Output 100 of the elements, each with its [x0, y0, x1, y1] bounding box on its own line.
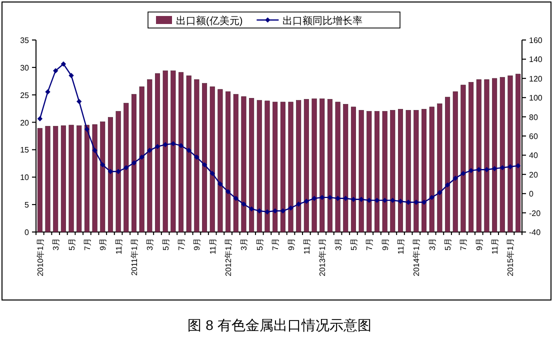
bar — [162, 70, 168, 232]
bar — [202, 83, 208, 232]
bar — [194, 79, 200, 232]
y-tick-label: 10 — [20, 173, 30, 182]
bar — [155, 73, 160, 232]
x-tick-label: 5月 — [444, 238, 453, 250]
bar — [170, 70, 176, 232]
x-tick-label: 11月 — [396, 238, 406, 254]
bar — [210, 86, 215, 232]
legend-label: 出口额(亿美元) — [176, 15, 243, 27]
bar — [437, 103, 442, 232]
bar — [398, 108, 403, 232]
bar — [414, 110, 419, 232]
bar — [226, 91, 231, 232]
y-tick-label: 15 — [20, 146, 30, 155]
bar — [343, 104, 348, 232]
bar — [233, 94, 238, 232]
bar — [53, 126, 58, 232]
bar — [508, 76, 513, 232]
x-tick-label: 9月 — [192, 238, 202, 250]
bar — [76, 125, 82, 232]
bar — [272, 102, 278, 232]
bar — [374, 111, 380, 232]
bar — [178, 72, 184, 232]
bar — [422, 108, 427, 232]
bar — [445, 96, 450, 232]
bar — [320, 98, 325, 232]
bar — [264, 100, 270, 232]
y-tick-label: 25 — [20, 90, 30, 100]
x-tick-label: 5月 — [161, 238, 170, 250]
x-tick-label: 5月 — [255, 238, 264, 250]
bar — [460, 84, 466, 232]
x-tick-label: 2011年1月 — [130, 238, 139, 276]
bar — [241, 96, 246, 232]
y2-tick-label: 60 — [529, 132, 538, 141]
y-tick-label: 30 — [20, 63, 30, 72]
y2-tick-label: 20 — [529, 170, 538, 180]
x-tick-label: 5月 — [349, 238, 358, 250]
bar — [45, 126, 50, 232]
y2-tick-label: 160 — [529, 36, 543, 45]
bar — [60, 125, 66, 232]
y2-tick-label: 140 — [529, 55, 543, 64]
bar — [452, 91, 458, 232]
x-tick-label: 3月 — [334, 238, 343, 250]
y-tick-label: 0 — [24, 228, 30, 237]
y2-tick-label: 80 — [529, 112, 538, 122]
x-tick-label: 9月 — [474, 238, 484, 250]
bar — [484, 79, 490, 232]
bar — [476, 79, 482, 232]
bar — [350, 106, 356, 232]
y2-tick-label: 40 — [529, 151, 538, 160]
x-tick-label: 3月 — [240, 238, 249, 250]
bar — [218, 89, 223, 232]
bar — [429, 106, 434, 232]
bar — [186, 76, 192, 232]
x-tick-label: 2015年1月 — [506, 238, 516, 276]
bar — [116, 111, 121, 232]
bar — [108, 117, 113, 232]
x-tick-label: 2013年1月 — [318, 238, 328, 276]
x-tick-label: 9月 — [380, 238, 390, 250]
bar — [312, 98, 317, 232]
bar — [124, 102, 129, 232]
bar — [288, 102, 294, 232]
bar — [147, 79, 152, 232]
bar — [37, 128, 42, 232]
bar — [139, 86, 144, 232]
bar — [131, 94, 136, 232]
bar — [249, 98, 254, 232]
y-tick-label: 20 — [20, 118, 30, 128]
x-tick-label: 9月 — [286, 238, 296, 250]
y2-tick-label: 120 — [529, 74, 543, 84]
y2-tick-label: -40 — [529, 228, 542, 237]
x-tick-label: 3月 — [146, 238, 155, 250]
bar — [358, 110, 364, 232]
bar — [492, 78, 498, 232]
x-tick-label: 7月 — [177, 238, 186, 250]
bar — [100, 122, 106, 232]
y2-tick-label: -20 — [529, 208, 542, 218]
y-tick-label: 35 — [20, 36, 30, 45]
x-tick-label: 11月 — [490, 238, 500, 254]
x-tick-label: 7月 — [365, 238, 374, 250]
bar — [68, 124, 74, 232]
bar — [84, 124, 90, 232]
bar — [468, 82, 474, 232]
x-tick-label: 3月 — [52, 238, 61, 250]
y2-tick-label: 100 — [529, 94, 543, 103]
x-tick-label: 7月 — [271, 238, 280, 250]
x-tick-label: 5月 — [67, 238, 76, 250]
bar — [390, 110, 396, 232]
y2-tick-label: 0 — [529, 190, 534, 199]
bar — [516, 74, 521, 232]
bar — [382, 111, 388, 232]
bar — [335, 102, 340, 232]
x-tick-label: 2012年1月 — [224, 238, 234, 276]
x-tick-label: 7月 — [459, 238, 468, 250]
bar — [304, 99, 309, 232]
bar — [406, 110, 411, 232]
bar — [500, 77, 505, 232]
x-tick-label: 3月 — [428, 238, 437, 250]
bar — [366, 111, 372, 232]
